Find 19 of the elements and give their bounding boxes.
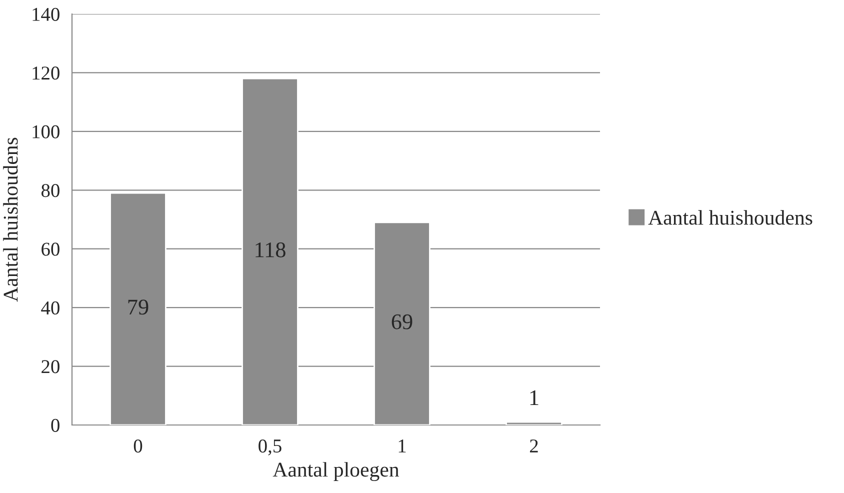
y-tick-label: 40: [41, 301, 60, 315]
y-tick-label: 0: [51, 418, 60, 432]
data-label: 1: [530, 390, 538, 405]
y-tick-label: 80: [41, 184, 60, 198]
legend-label: Aantal huishoudens: [648, 210, 812, 225]
y-tick-label: 60: [42, 242, 60, 256]
y-tick-label: 20: [42, 360, 60, 374]
data-label: 79: [128, 300, 148, 315]
x-tick-label: 1: [398, 440, 406, 452]
y-tick-label: 120: [32, 66, 60, 80]
y-tick-label: 100: [32, 125, 60, 138]
data-label: 118: [256, 242, 286, 258]
x-axis-title: Aantal ploegen: [272, 462, 400, 482]
x-tick-label: 0: [134, 439, 142, 453]
y-tick-label: 140: [32, 8, 60, 21]
data-label: 69: [392, 314, 412, 330]
x-tick-label: 2: [530, 440, 538, 452]
x-tick-label: 0,5: [258, 439, 282, 456]
y-axis-title: Aantal huishoudens: [3, 138, 18, 302]
